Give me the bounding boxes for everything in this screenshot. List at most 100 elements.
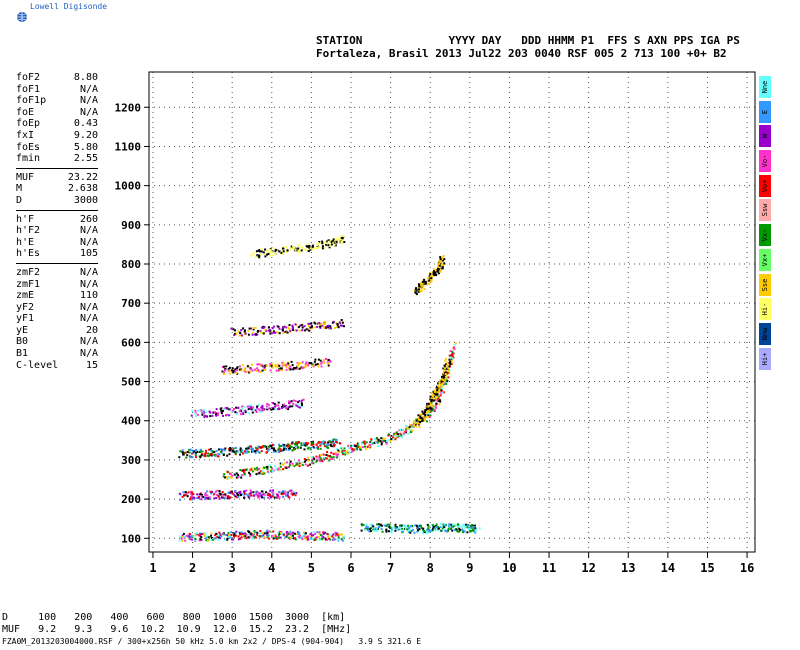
data-point [392,438,395,441]
data-point [370,523,372,526]
data-point [331,535,334,538]
data-point [247,408,250,411]
data-point [272,331,275,334]
data-point [321,441,324,444]
parameter-row: yF1 N/A [16,313,98,325]
data-point [326,451,329,453]
data-point [426,523,429,526]
data-point [451,350,454,353]
data-point [316,363,319,366]
data-point [247,330,250,333]
data-point [304,443,306,446]
data-point [352,449,355,452]
data-point [227,369,230,372]
data-point [281,364,284,367]
data-point [394,438,397,441]
data-point [289,460,292,463]
parameter-row: B0 N/A [16,336,98,348]
data-point [429,280,432,283]
data-point [318,533,321,535]
data-point [266,403,269,406]
parameter-row: zmF2 N/A [16,267,98,279]
data-point [226,538,229,541]
parameter-name: fxI [16,129,35,141]
data-point [258,403,260,406]
data-point [207,452,210,455]
data-point [205,539,208,542]
data-point [194,539,197,542]
data-point [272,366,275,369]
data-point [246,494,249,497]
data-point [290,536,293,539]
data-point [294,537,296,540]
data-point [226,454,229,457]
data-point [254,368,257,371]
data-point [181,449,184,452]
data-point [416,527,419,530]
data-point [239,492,242,495]
data-point [181,539,184,542]
parameter-row: foEs 5.80 [16,142,98,154]
data-point [432,524,435,527]
data-point [292,491,295,494]
data-point [291,441,294,444]
y-tick-label: 1200 [115,101,142,114]
data-point [260,406,263,409]
data-point [241,474,244,477]
data-point [440,378,443,381]
data-point [380,528,383,531]
data-point [280,252,283,254]
data-point [228,414,231,417]
data-point [235,534,237,537]
data-point [430,279,433,281]
data-point [369,530,372,533]
data-point [214,453,217,456]
data-point [234,495,237,498]
data-point [443,376,446,379]
data-point [440,529,443,532]
data-point [281,369,284,371]
data-point [436,270,439,273]
data-point [260,494,263,497]
data-point [259,330,262,333]
data-point [254,536,257,539]
data-point [303,329,306,332]
data-point [433,406,436,409]
parameter-group-critical-frequencies: foF2 8.80 foF1 N/A foF1p N/A foE N/A foEp 0.43 fxI… [16,72,98,165]
data-point [343,241,346,243]
data-point [381,440,384,443]
data-point [240,536,243,539]
data-point [309,463,312,466]
data-point [251,411,254,414]
data-point [259,492,261,495]
data-point [311,461,314,464]
data-point [310,444,313,446]
data-point [321,361,324,364]
data-point [330,245,333,248]
data-point [307,322,310,325]
data-point [414,291,417,294]
y-tick-label: 500 [121,376,141,389]
data-point [442,367,445,370]
data-point [215,413,218,416]
data-point [254,326,257,329]
data-point [236,473,239,476]
parameter-name: foF2 [16,72,41,83]
data-point [325,454,328,456]
parameter-row: h'Es 105 [16,248,98,260]
data-point [232,371,235,374]
data-point [200,498,203,501]
y-tick-label: 900 [121,219,141,232]
data-point [327,324,330,327]
parameter-name: C-level [16,359,59,371]
data-point [421,419,424,422]
data-point [450,526,453,529]
data-point [427,409,430,412]
data-point [449,528,452,530]
data-point [197,496,200,499]
data-point [252,251,255,254]
data-point [277,448,280,451]
data-point [304,534,307,537]
data-point [194,538,197,540]
